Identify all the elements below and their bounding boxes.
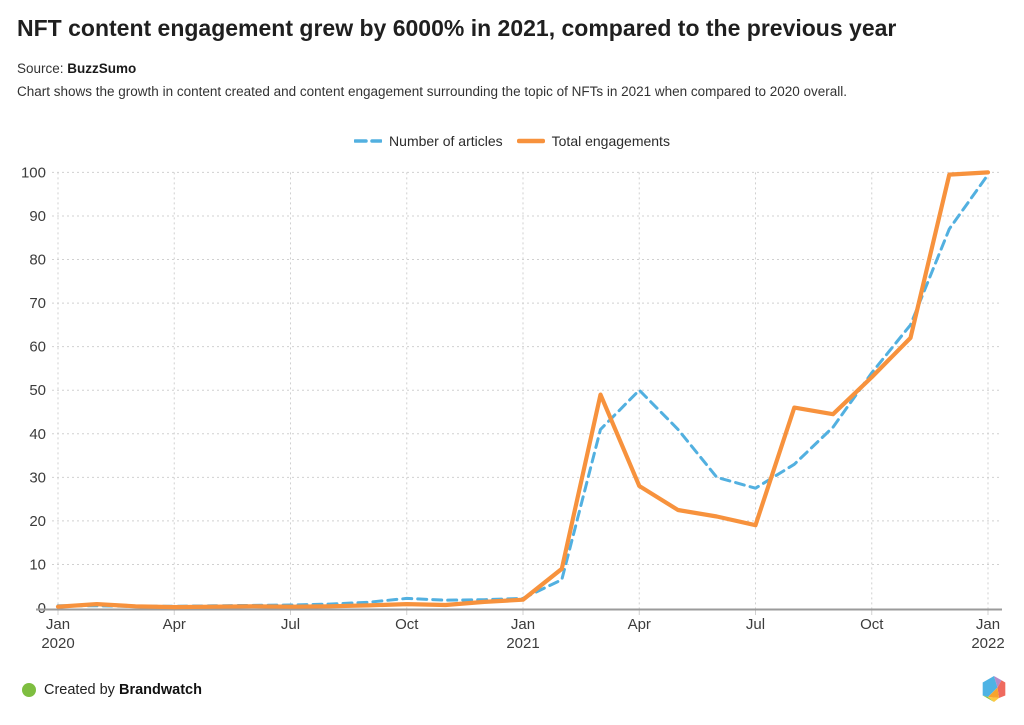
brand-name: Brandwatch	[118, 682, 202, 698]
y-tick-label: 40	[29, 426, 46, 443]
y-tick-label: 10	[29, 556, 46, 573]
line-chart: 0102030405060708090100Jan2020AprJulOctJa…	[21, 164, 1005, 652]
x-tick-year-label: 2021	[506, 635, 539, 652]
y-tick-label: 60	[29, 339, 46, 356]
source-line: Source: BuzzSumo	[17, 61, 136, 76]
dashed-line-icon	[354, 139, 383, 143]
legend-label-articles: Number of articles	[389, 133, 503, 149]
engagements-series-line	[55, 170, 991, 610]
chart-legend: Number of articles Total engagements	[0, 133, 1024, 149]
y-tick-label: 20	[29, 513, 46, 530]
x-tick-label: Jul	[746, 616, 765, 633]
footer: Created by Brandwatch	[22, 682, 202, 698]
x-tick-label: Oct	[395, 616, 419, 633]
legend-item-engagements[interactable]: Total engagements	[516, 133, 670, 149]
chart-description: Chart shows the growth in content create…	[17, 84, 848, 99]
y-tick-label: 50	[29, 382, 46, 399]
y-tick-label: 30	[29, 469, 46, 486]
x-tick-label: Apr	[628, 616, 651, 633]
x-tick-label: Jan	[511, 616, 535, 633]
x-tick-label: Apr	[163, 616, 186, 633]
source-value: BuzzSumo	[67, 61, 137, 76]
brandwatch-hexagon-logo-icon	[982, 676, 1006, 702]
brand-dot-icon	[22, 683, 36, 697]
x-tick-label: Jan	[976, 616, 1000, 633]
solid-line-icon	[516, 138, 545, 144]
y-tick-label: 100	[21, 164, 46, 181]
source-label: Source:	[17, 61, 64, 76]
created-by-text: Created by Brandwatch	[44, 682, 202, 698]
y-tick-label: 70	[29, 295, 46, 312]
page-title: NFT content engagement grew by 6000% in …	[17, 15, 897, 41]
x-tick-year-label: 2020	[41, 635, 74, 652]
y-tick-label: 80	[29, 252, 46, 269]
legend-item-articles[interactable]: Number of articles	[354, 133, 503, 149]
legend-label-engagements: Total engagements	[551, 133, 670, 149]
x-tick-label: Oct	[860, 616, 884, 633]
y-tick-label: 90	[29, 208, 46, 225]
x-tick-label: Jul	[281, 616, 300, 633]
x-tick-label: Jan	[46, 616, 70, 633]
x-tick-year-label: 2022	[971, 635, 1004, 652]
